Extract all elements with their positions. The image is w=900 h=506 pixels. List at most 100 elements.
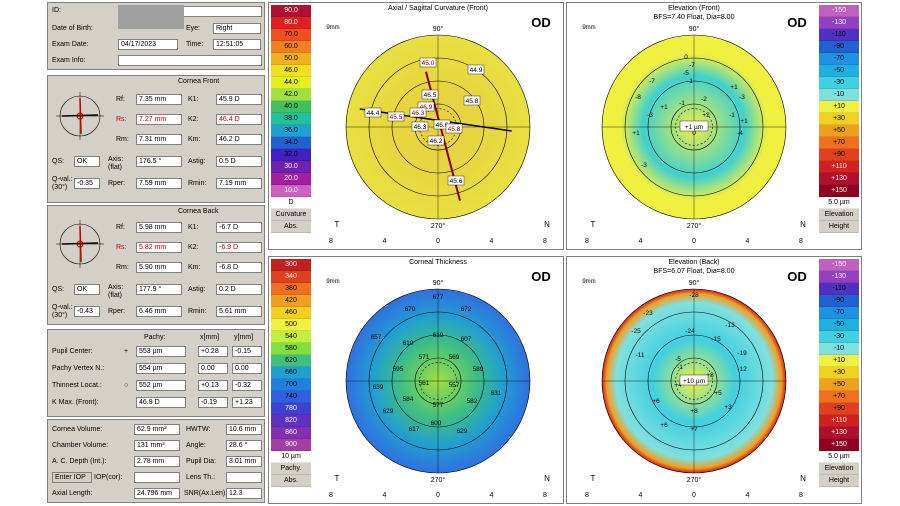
- nasal-label: N: [800, 474, 806, 483]
- pupil-dia-label: Pupil Dia:: [186, 458, 216, 465]
- k1-value: -6.7 D: [216, 222, 262, 233]
- axis-label: Axis: (flat): [108, 156, 124, 171]
- scale-step: 38.0: [271, 113, 311, 125]
- scale-step: -110: [819, 29, 859, 41]
- scale-name: Pachy.: [271, 463, 311, 475]
- scale-step: 740: [271, 391, 311, 403]
- value-box: [421, 89, 439, 100]
- value-box: [364, 107, 382, 118]
- eye-field[interactable]: Right: [213, 23, 261, 34]
- scale-name: Elevation: [819, 463, 859, 475]
- map-value: +1: [740, 118, 748, 125]
- map-value: -12: [737, 366, 747, 373]
- cornea-volume-value: 62.9 mm³: [134, 424, 180, 435]
- map-value: 607: [461, 336, 472, 343]
- scale-step: 340: [271, 271, 311, 283]
- scale-step: 540: [271, 331, 311, 343]
- color-scale[interactable]: 300 340 380 420 460 500 540 580 620 660 700 740 780 8…: [271, 259, 311, 487]
- bottom-tick: 8: [585, 238, 589, 245]
- pachy-row-x: -0.19: [198, 397, 228, 408]
- astig-label: Astig:: [188, 158, 206, 165]
- scale-step: +110: [819, 415, 859, 427]
- color-scale[interactable]: -150 -130 -110 -90 -70 -50 -30 -10 +10 +30 +50 +70 +…: [819, 259, 859, 487]
- value-box: [409, 107, 427, 118]
- bottom-tick: 8: [799, 238, 803, 245]
- exam-info-field[interactable]: [118, 55, 262, 66]
- scale-step: -70: [819, 307, 859, 319]
- scale-step: 380: [271, 283, 311, 295]
- enter-iop-button[interactable]: Enter IOP: [52, 472, 92, 483]
- nasal-label: N: [800, 220, 806, 229]
- axis-bottom-label: 270°: [431, 222, 446, 230]
- map-value: 45.8: [448, 126, 461, 133]
- cornea-front-panel: Cornea Front Rf: 7.35 mm K1: 45.9 D Rs: …: [47, 75, 265, 203]
- scale-step: 10.0: [271, 185, 311, 197]
- map-panel-elev-back[interactable]: -150 -130 -110 -90 -70 -50 -30 -10 +10 +30 +50 +70 +…: [566, 256, 862, 504]
- pachy-row-y: +1.23: [232, 397, 262, 408]
- map-title: Corneal Thickness: [409, 259, 467, 266]
- scale-step: 70.0: [271, 29, 311, 41]
- map-value: 45.6: [450, 178, 463, 185]
- map-value: 45.5: [390, 114, 403, 121]
- qval-label: Q-val.: (30°): [52, 304, 73, 319]
- map-value: -3: [647, 112, 653, 119]
- rper-label: Rper:: [108, 308, 126, 315]
- zoom-label: 9mm: [326, 279, 339, 285]
- axis-bottom-label: 270°: [687, 476, 702, 484]
- color-scale[interactable]: -150 -130 -110 -90 -70 -50 -30 -10 +10 +30 +50 +70 +…: [819, 5, 859, 233]
- scale-step: 820: [271, 415, 311, 427]
- map-plot[interactable]: 90° 270° OD 9mm T N 8 4 0 4 8 677 670 672 657 610 619 607…: [313, 259, 563, 503]
- rf-value: 7.35 mm: [136, 94, 182, 105]
- temporal-label: T: [335, 474, 340, 483]
- iop-label: IOP(cor):: [94, 474, 123, 481]
- map-value: -19: [737, 350, 747, 357]
- color-scale[interactable]: 90.0 80.0 70.0 60.0 50.0 46.0 44.0 42.0 40.0 38.0…: [271, 5, 311, 233]
- map-value: 631: [491, 390, 502, 397]
- map-value: 595: [393, 366, 404, 373]
- rf-label: Rf:: [116, 96, 125, 103]
- bottom-tick: 0: [436, 492, 440, 499]
- rm-value: 7.31 mm: [136, 134, 182, 145]
- eye-label: OD: [787, 269, 807, 284]
- rm-value: 5.90 mm: [136, 262, 182, 273]
- value-box: [387, 111, 405, 122]
- scale-step: -30: [819, 77, 859, 89]
- iop-value[interactable]: [134, 472, 180, 483]
- map-value: 584: [403, 396, 414, 403]
- bottom-tick: 8: [329, 492, 333, 499]
- axis-value: 177.9 °: [136, 284, 182, 295]
- map-value: 670: [405, 306, 416, 313]
- axis-label: Axis: (flat): [108, 284, 124, 299]
- exam-date-field[interactable]: 04/17/2023: [118, 39, 178, 50]
- map-title: Axial / Sagittal Curvature (Front): [388, 5, 488, 12]
- map-value: 46.9: [420, 104, 433, 111]
- pachy-row-y: -0.15: [232, 346, 262, 357]
- map-value: +8: [690, 408, 698, 415]
- map-panel-elev-front[interactable]: -150 -130 -110 -90 -70 -50 -30 -10 +10 +30 +50 +70 +…: [566, 2, 862, 250]
- rm-label: Rm:: [116, 264, 129, 271]
- bottom-tick: 4: [746, 238, 750, 245]
- km-value: 46.2 D: [216, 134, 262, 145]
- pachy-row-value: 552 µm: [136, 380, 186, 391]
- k2-label: K2:: [188, 116, 199, 123]
- map-value: 45.0: [422, 60, 435, 67]
- map-plot[interactable]: 90° 270° OD 9mm T N 8 4 0 4 8 -28 -23 -25 -24 -13 -15 -19…: [569, 259, 819, 503]
- map-value: -3: [739, 94, 745, 101]
- map-value: 600: [431, 420, 442, 427]
- map-value: +4: [674, 382, 682, 389]
- scale-step: 300: [271, 259, 311, 271]
- scale-step: +10: [819, 355, 859, 367]
- rs-value: 5.82 mm: [136, 242, 182, 253]
- cornea-front-title: Cornea Front: [178, 78, 220, 85]
- km-label: Km:: [188, 264, 201, 271]
- qs-value: OK: [74, 156, 100, 167]
- map-panel-thickness[interactable]: 300 340 380 420 460 500 540 580 620 660 700 740 780 8…: [268, 256, 564, 504]
- zoom-label: 9mm: [326, 25, 339, 31]
- map-value: 629: [457, 428, 468, 435]
- time-field[interactable]: 12:51:05: [213, 39, 261, 50]
- astig-value: 0.5 D: [216, 156, 262, 167]
- map-panel-curvature[interactable]: 90.0 80.0 70.0 60.0 50.0 46.0 44.0 42.0 40.0 38.0…: [268, 2, 564, 250]
- time-label: Time:: [186, 41, 204, 48]
